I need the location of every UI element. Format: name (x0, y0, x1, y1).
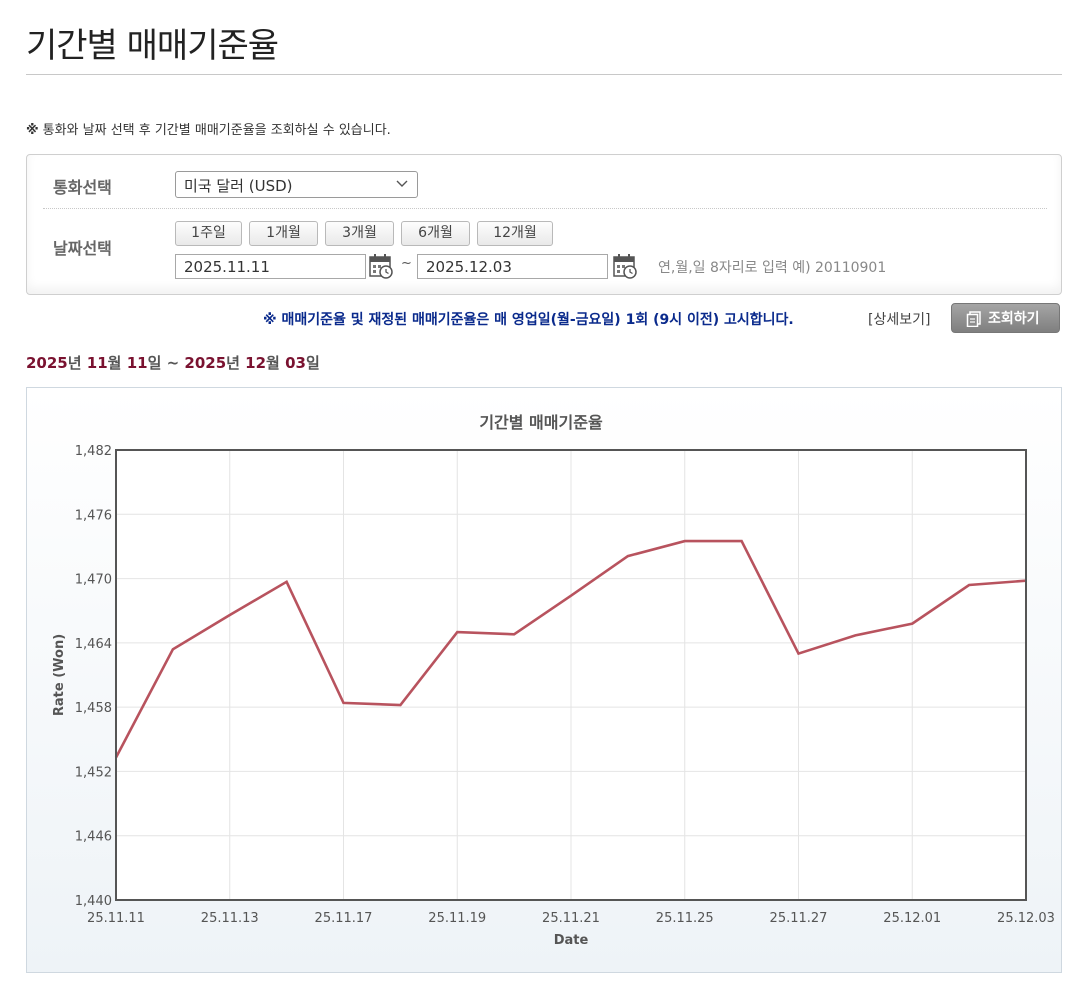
x-tick-label: 25.11.19 (428, 911, 486, 926)
period-button-12month[interactable]: 12개월 (477, 221, 553, 246)
x-tick-label: 25.11.11 (87, 911, 145, 926)
rate-line-chart: 기간별 매매기준율 1,482 1,476 1,470 1,464 1,458 1,452… (52, 413, 1055, 948)
rate-notice: ※ 매매기준율 및 재정된 매매기준율은 매 영업일(월-금요일) 1회 (9시… (263, 312, 794, 328)
range-start-day: 11 (126, 354, 148, 372)
search-button[interactable]: 조회하기 (951, 303, 1060, 333)
notice: ※ 통화와 날짜 선택 후 기간별 매매기준율을 조회하실 수 있습니다. (26, 119, 391, 138)
period-button-3month[interactable]: 3개월 (325, 221, 394, 246)
chart-title: 기간별 매매기준율 (479, 413, 603, 432)
range-unit: 일 (305, 354, 320, 372)
chevron-down-icon (396, 180, 408, 187)
y-tick-label: 1,446 (75, 830, 112, 845)
title-divider (26, 74, 1062, 75)
range-end-day: 03 (285, 354, 306, 372)
end-date-input[interactable]: 2025.12.03 (417, 254, 608, 279)
x-tick-label: 25.12.03 (997, 911, 1055, 926)
y-tick-label: 1,476 (75, 508, 112, 523)
date-range-separator: ~ (401, 256, 412, 271)
search-button-label: 조회하기 (988, 311, 1040, 327)
detail-link[interactable]: [상세보기] (868, 312, 931, 328)
row-divider (43, 208, 1047, 209)
range-unit: 일 ~ (147, 354, 185, 372)
range-unit: 월 (107, 354, 127, 372)
x-tick-label: 25.11.17 (315, 911, 373, 926)
currency-label: 통화선택 (53, 178, 112, 197)
period-button-6month[interactable]: 6개월 (401, 221, 470, 246)
calendar-icon[interactable] (613, 253, 637, 279)
chart-panel: 기간별 매매기준율 1,482 1,476 1,470 1,464 1,458 1,452… (26, 387, 1062, 973)
notice-mark: ※ (26, 123, 39, 138)
range-start-year: 2025 (26, 354, 68, 372)
period-button-1month[interactable]: 1개월 (249, 221, 318, 246)
currency-select[interactable]: 미국 달러 (USD) (175, 171, 418, 198)
calendar-icon[interactable] (369, 253, 393, 279)
document-icon (966, 311, 981, 327)
x-axis-label: Date (554, 933, 589, 948)
page-title: 기간별 매매기준율 (26, 26, 279, 66)
range-start-month: 11 (86, 354, 108, 372)
range-unit: 년 (226, 354, 246, 372)
x-tick-label: 25.11.13 (201, 911, 259, 926)
notice-text: 통화와 날짜 선택 후 기간별 매매기준율을 조회하실 수 있습니다. (42, 123, 391, 138)
x-tick-label: 25.12.01 (883, 911, 941, 926)
x-tick-label: 25.11.21 (542, 911, 600, 926)
x-tick-label: 25.11.25 (656, 911, 714, 926)
range-unit: 년 (67, 354, 87, 372)
range-end-year: 2025 (184, 354, 227, 372)
plot-frame (115, 449, 1027, 901)
range-unit: 월 (266, 354, 286, 372)
y-tick-label: 1,452 (75, 765, 112, 780)
search-panel: 통화선택 미국 달러 (USD) 날짜선택 1주일 1개월 3개월 6개월 12… (26, 154, 1062, 295)
currency-select-value: 미국 달러 (USD) (184, 177, 293, 195)
range-end-month: 12 (245, 354, 267, 372)
date-hint: 연,월,일 8자리로 입력 예) 20110901 (658, 260, 887, 276)
x-tick-label: 25.11.27 (770, 911, 828, 926)
start-date-input[interactable]: 2025.11.11 (175, 254, 366, 279)
y-tick-label: 1,458 (75, 701, 112, 716)
date-label: 날짜선택 (53, 239, 112, 258)
y-tick-label: 1,482 (75, 444, 112, 459)
period-button-1week[interactable]: 1주일 (175, 221, 242, 246)
y-tick-label: 1,464 (75, 637, 112, 652)
y-tick-label: 1,470 (75, 573, 112, 588)
y-tick-label: 1,440 (75, 894, 112, 909)
series-line (114, 539, 1027, 759)
date-range-caption: 2025년 11월 11일 ~ 2025년 12월 03일 (26, 352, 320, 373)
y-axis-label: Rate (Won) (52, 634, 67, 716)
